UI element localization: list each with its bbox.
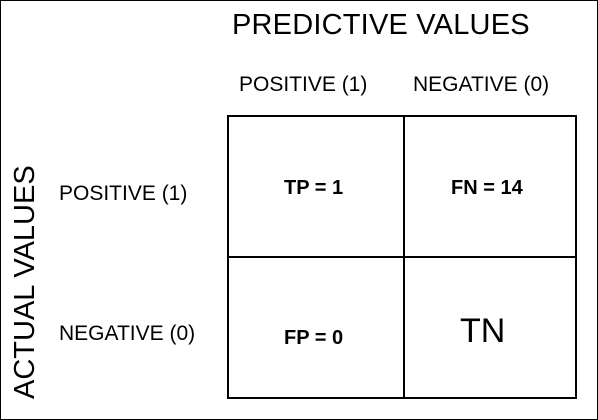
predictive-values-title: PREDICTIVE VALUES (232, 9, 530, 41)
cell-false-negative: FN = 14 (451, 177, 523, 199)
actual-values-title: ACTUAL VALUES (9, 165, 41, 399)
cell-true-positive: TP = 1 (284, 177, 344, 199)
matrix-grid: TP = 1 FN = 14 FP = 0 TN (227, 115, 577, 399)
column-label-positive: POSITIVE (1) (239, 73, 368, 96)
column-label-negative: NEGATIVE (0) (413, 73, 550, 96)
cell-true-negative: TN (460, 312, 506, 350)
row-label-negative: NEGATIVE (0) (59, 322, 196, 345)
cell-false-positive: FP = 0 (284, 327, 344, 349)
row-label-positive: POSITIVE (1) (59, 182, 188, 205)
grid-horizontal-divider (229, 256, 575, 258)
